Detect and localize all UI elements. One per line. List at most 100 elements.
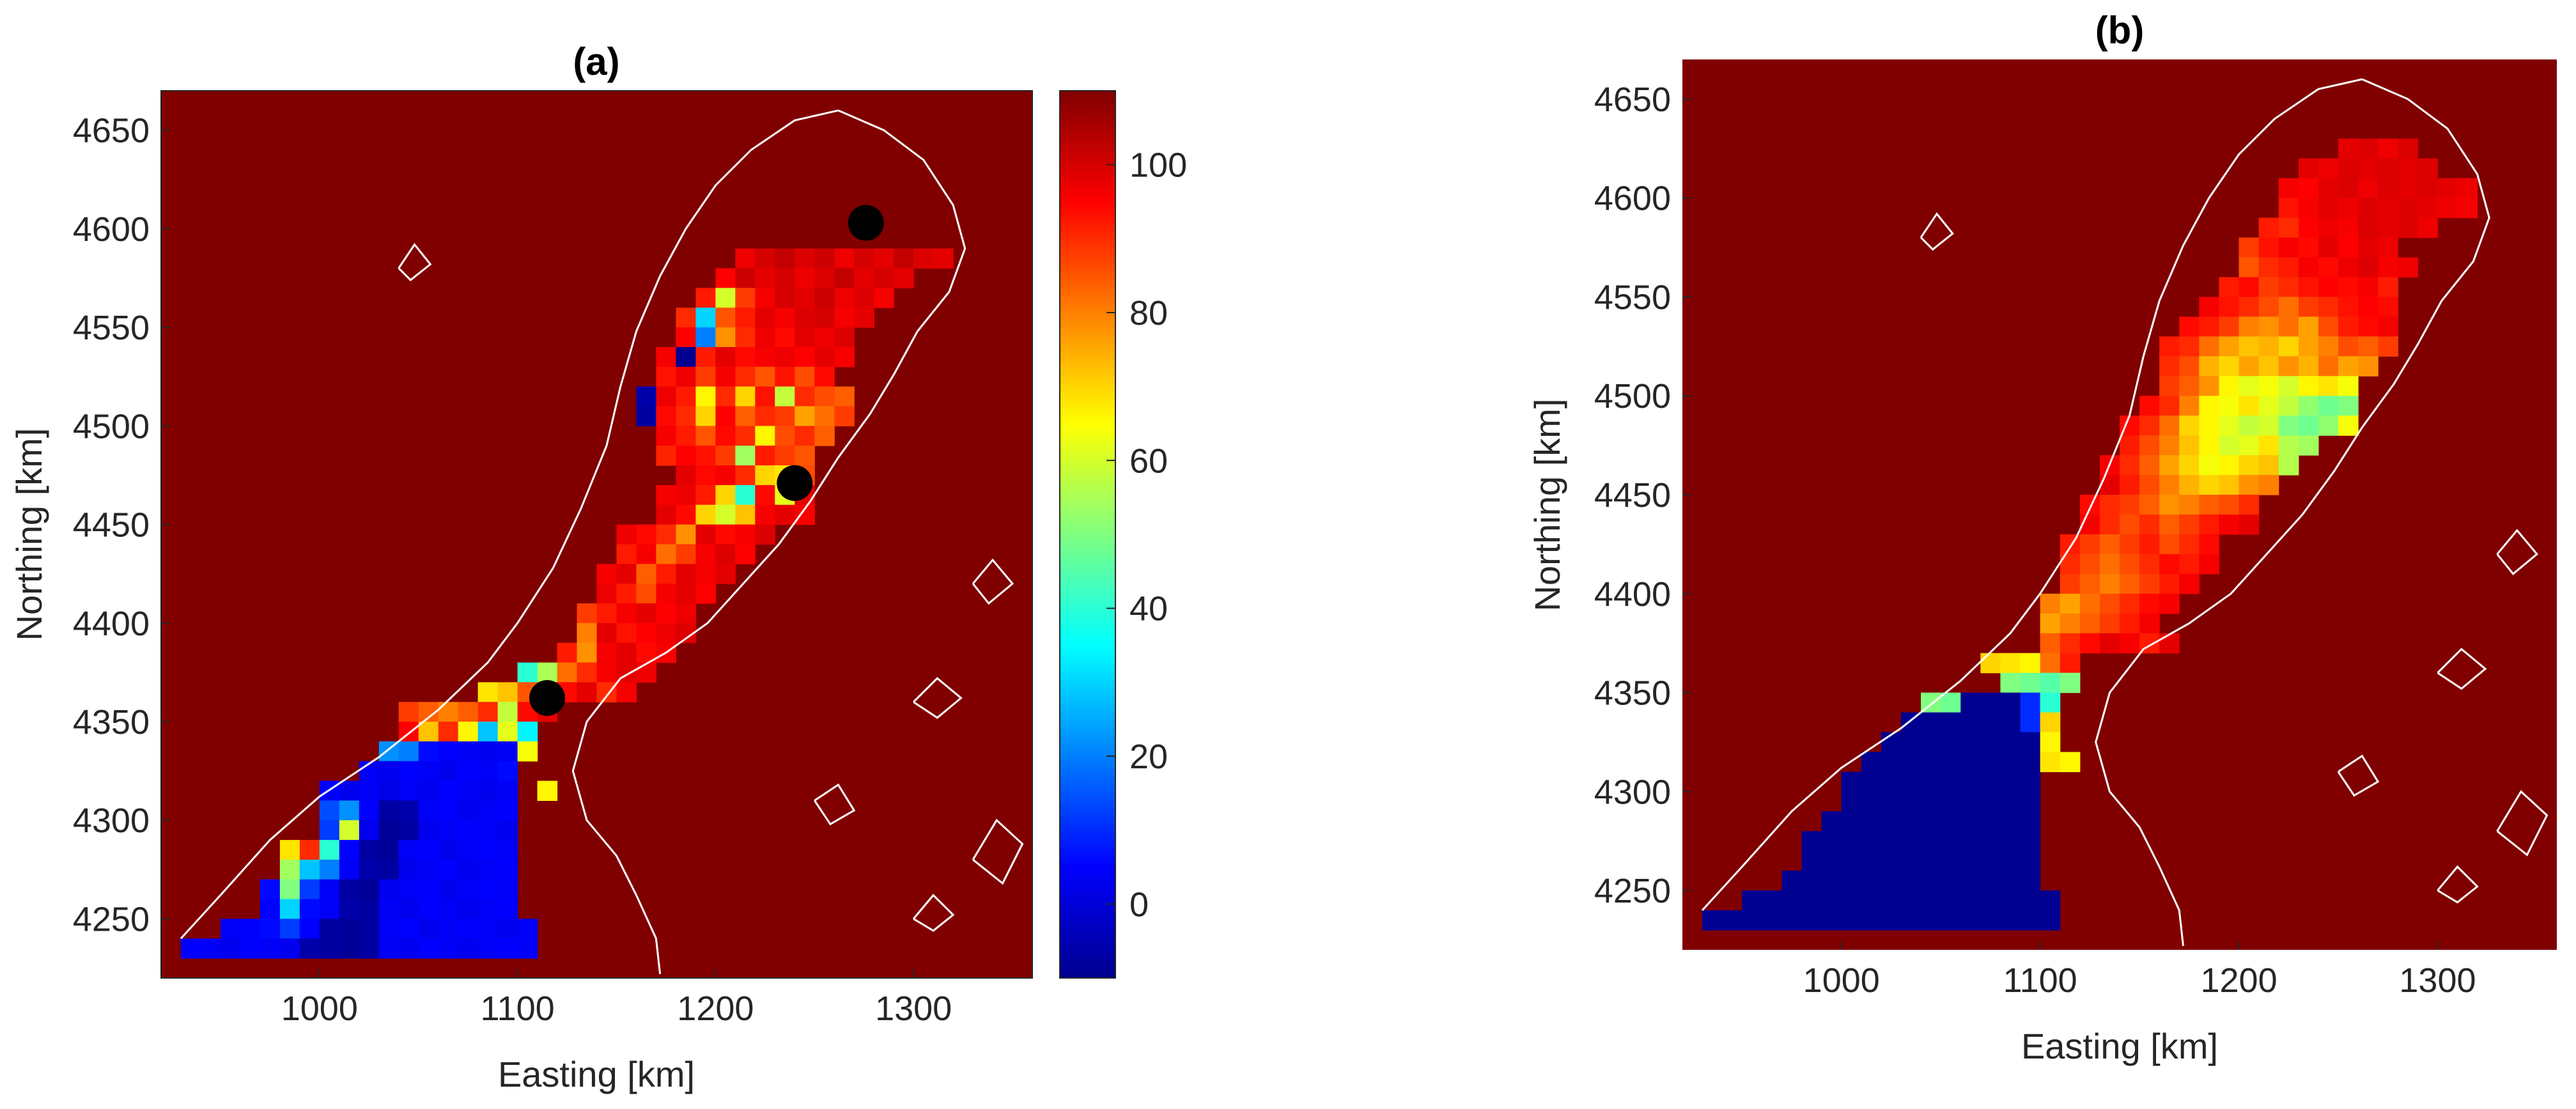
panel-a-cell — [180, 938, 201, 959]
panel-b-cell — [1821, 910, 1842, 931]
panel-a-cell — [438, 859, 459, 880]
panel-a-cell — [676, 366, 696, 387]
panel-b-cell — [2358, 158, 2378, 179]
panel-b-cell — [2258, 316, 2279, 337]
panel-a-cell — [299, 879, 320, 900]
panel-a-cell — [319, 840, 340, 860]
panel-a-cell — [834, 288, 855, 308]
panel-b-cell — [1901, 732, 1921, 753]
panel-b-cell — [2318, 376, 2339, 396]
panel-b-cell — [1861, 851, 1882, 871]
panel-b-cell — [2199, 514, 2220, 535]
panel-a-cell — [755, 248, 775, 269]
panel-a-cell — [795, 248, 815, 269]
panel-a-cell — [656, 603, 677, 624]
panel-b-cell — [2199, 356, 2220, 376]
panel-b-cell — [2139, 396, 2160, 416]
panel-b-cell — [2457, 178, 2478, 199]
panel-a-island — [972, 558, 1014, 605]
panel-a-cell — [596, 564, 617, 584]
panel-b-cell — [1881, 910, 1902, 931]
panel-a-cell — [676, 485, 696, 506]
panel-b-cell — [2298, 237, 2319, 258]
panel-b-cell — [2159, 336, 2180, 357]
panel-a-cell — [477, 859, 499, 880]
panel-a-cell — [616, 564, 637, 584]
panel-a-cell — [497, 682, 518, 702]
panel-a-cell — [874, 248, 894, 269]
panel-a-cell — [279, 919, 300, 939]
panel-a-cell — [695, 446, 716, 466]
panel-b-cell — [2238, 297, 2260, 318]
panel-b-cell — [2378, 217, 2398, 238]
panel-a-cell — [854, 307, 874, 328]
panel-b-cell — [1781, 871, 1803, 891]
panel-b-cell — [2000, 831, 2021, 851]
panel-a-cell — [755, 366, 775, 387]
panel-b-cell — [2020, 672, 2041, 694]
panel-b-cell — [2358, 217, 2378, 238]
panel-a-cell — [398, 741, 419, 762]
panel-a-cell — [339, 820, 360, 841]
panel-a-cell — [656, 564, 677, 584]
panel-b-cell — [1921, 772, 1941, 792]
panel-a-cell — [577, 603, 598, 624]
panel-a-cell — [517, 919, 538, 939]
panel-a-cell — [577, 662, 598, 683]
panel-a-cell — [676, 504, 696, 525]
panel-b-cell — [1821, 811, 1842, 832]
panel-a-cell — [596, 603, 617, 624]
panel-b-cell — [2318, 257, 2339, 278]
panel-a-cell — [656, 623, 677, 644]
panel-b-cell — [1881, 791, 1902, 812]
panel-b-cell — [2378, 257, 2398, 278]
panel-b-cell — [2437, 198, 2458, 219]
panel-a-cell — [418, 800, 439, 821]
panel-b-cell — [2278, 297, 2299, 318]
panel-a-cell — [755, 346, 775, 368]
panel-a-island — [398, 243, 432, 282]
panel-a-cell — [656, 485, 677, 506]
panel-a-cell — [735, 426, 756, 446]
panel-a-cell — [834, 386, 855, 407]
panel-b-cell — [2139, 534, 2160, 555]
panel-a-cell — [438, 879, 459, 900]
panel-a-cell — [735, 504, 756, 525]
panel-a-cell — [418, 741, 439, 762]
panel-b-cell — [2318, 297, 2339, 318]
panel-a-cell — [715, 327, 736, 348]
panel-a-cell — [715, 564, 736, 584]
panel-b-cell — [2120, 455, 2140, 476]
panel-a-cell — [378, 899, 400, 920]
panel-a-cell — [636, 544, 657, 564]
panel-a-cell — [636, 524, 657, 545]
panel-a-cell — [299, 840, 320, 860]
panel-a-cell — [398, 919, 419, 939]
panel-b-cell — [2099, 593, 2120, 614]
panel-b-cell — [2179, 415, 2200, 436]
panel-b-cell — [2258, 415, 2279, 436]
panel-a-cell — [299, 938, 320, 959]
panel-a-cell — [438, 702, 459, 722]
panel-a-cell — [537, 662, 558, 683]
panel-b-cell — [1941, 851, 1961, 871]
panel-b-cell — [2398, 178, 2418, 199]
panel-b-cell — [2417, 158, 2439, 179]
panel-a-cell — [814, 327, 835, 348]
panel-a-cell — [497, 879, 518, 900]
panel-b-cell — [2378, 158, 2398, 179]
panel-a-cell — [834, 406, 855, 426]
panel-a-cell — [676, 465, 696, 486]
panel-a-frame — [160, 90, 1033, 979]
panel-b-cell — [2338, 297, 2359, 318]
panel-b-cell — [1960, 851, 1981, 871]
panel-b-cell — [1960, 692, 1981, 713]
panel-b-cell — [1921, 910, 1941, 931]
panel-b-cell — [1861, 811, 1882, 832]
colorbar-tick-label: 40 — [1129, 590, 1168, 628]
panel-b-cell — [2258, 277, 2279, 298]
panel-a-cell — [398, 938, 419, 959]
panel-a-y-tick-label: 4600 — [73, 210, 150, 249]
panel-b-cell — [2159, 475, 2180, 495]
panel-a-cell — [755, 386, 775, 407]
